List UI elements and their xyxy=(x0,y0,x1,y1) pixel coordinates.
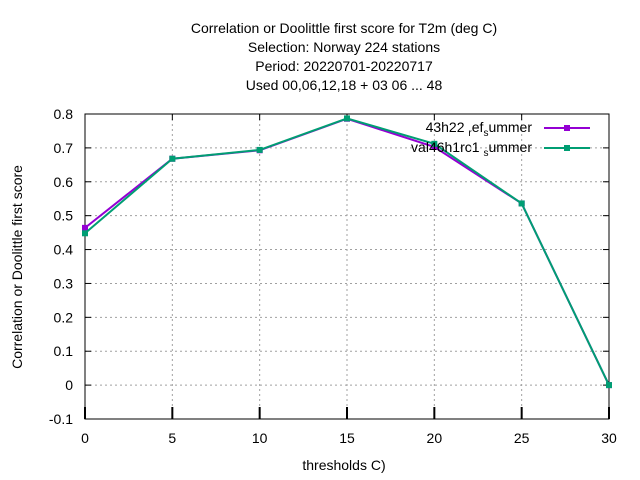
data-point-series-2 xyxy=(82,230,88,237)
data-point-series-2 xyxy=(431,140,438,147)
y-tick-label: 0.7 xyxy=(54,140,74,156)
legend-marker-series-2 xyxy=(564,145,570,151)
x-axis-label: thresholds C) xyxy=(302,457,385,473)
title-line-2: Selection: Norway 224 stations xyxy=(248,39,440,55)
grid xyxy=(85,114,609,419)
axis-ticks xyxy=(84,113,610,420)
series-layer xyxy=(82,115,612,389)
x-tick-label: 25 xyxy=(514,430,530,446)
data-point-series-2 xyxy=(518,200,525,207)
data-point-series-2 xyxy=(344,115,350,122)
y-tick-label: 0.4 xyxy=(54,242,74,258)
title-line-4: Used 00,06,12,18 + 03 06 ... 48 xyxy=(246,77,443,93)
data-point-series-1 xyxy=(431,143,438,150)
y-tick-label: -0.1 xyxy=(49,411,73,427)
legend-marker-series-1 xyxy=(564,125,570,131)
title-line-1: Correlation or Doolittle first score for… xyxy=(191,20,497,36)
y-tick-label: 0.8 xyxy=(54,106,74,122)
data-point-series-2 xyxy=(606,382,612,389)
legend-entry-series-2: val46h1rc1 summer xyxy=(411,139,590,159)
y-tick-label: 0.3 xyxy=(54,275,74,291)
y-tick-label: 0.6 xyxy=(54,174,74,190)
y-tick-label: 0.2 xyxy=(54,309,74,325)
chart-title: Correlation or Doolittle first score for… xyxy=(191,20,497,93)
x-tick-label: 10 xyxy=(252,430,268,446)
legend-label-series-2: val46h1rc1 summer xyxy=(411,139,532,159)
x-tick-label: 0 xyxy=(81,430,89,446)
y-tick-label: 0.5 xyxy=(54,208,74,224)
data-point-series-2 xyxy=(169,155,176,162)
x-tick-label: 30 xyxy=(601,430,617,446)
legend-label-series-1: 43h22 refsummer xyxy=(426,119,533,139)
tick-labels: -0.1 0 0.1 0.2 0.3 0.4 0.5 0.6 0.7 0.8 0 5 10 15 20 25 3… xyxy=(49,106,617,446)
x-tick-label: 20 xyxy=(427,430,443,446)
data-point-series-1 xyxy=(82,224,88,231)
y-axis-label: Correlation or Doolittle first score xyxy=(9,165,25,369)
legend-entry-series-1: 43h22 refsummer xyxy=(426,119,590,139)
data-point-series-2 xyxy=(256,146,263,153)
x-tick-label: 5 xyxy=(168,430,176,446)
title-line-3: Period: 20220701-20220717 xyxy=(255,58,433,74)
plot-frame xyxy=(84,113,610,420)
x-tick-label: 15 xyxy=(339,430,355,446)
legend: 43h22 refsummer val46h1rc1 summer xyxy=(411,119,590,159)
y-tick-label: 0 xyxy=(65,377,73,393)
y-tick-label: 0.1 xyxy=(54,343,74,359)
